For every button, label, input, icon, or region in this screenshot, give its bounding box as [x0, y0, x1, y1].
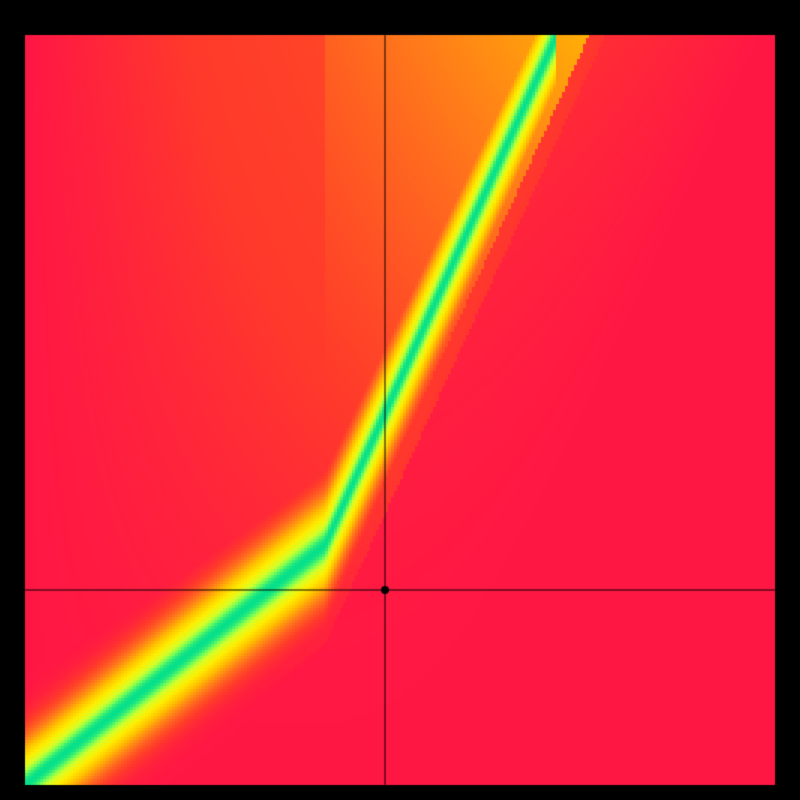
chart-root: TheBottleneck.com [0, 0, 800, 800]
overlay-canvas [0, 0, 800, 800]
